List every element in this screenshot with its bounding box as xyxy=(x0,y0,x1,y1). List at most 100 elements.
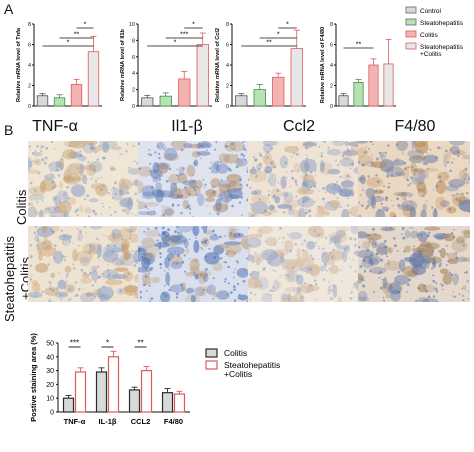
tissue-nucleus xyxy=(440,259,442,262)
tissue-nucleus xyxy=(188,193,191,196)
tissue-nucleus xyxy=(149,299,151,301)
tissue-blob xyxy=(383,260,402,271)
tissue-nucleus xyxy=(63,258,66,262)
tissue-blob xyxy=(409,230,420,239)
histology-image-colitis-il1b xyxy=(138,141,250,217)
tissue-blob xyxy=(174,188,191,200)
tissue-nucleus xyxy=(242,148,244,150)
tissue-blob xyxy=(43,235,48,241)
tissue-blob xyxy=(168,173,180,185)
tissue-nucleus xyxy=(358,201,361,204)
tissue-nucleus xyxy=(98,239,100,241)
tissue-blob xyxy=(119,227,132,241)
tissue-nucleus xyxy=(85,182,87,185)
tissue-nucleus xyxy=(453,236,456,238)
y-tick-label: 2 xyxy=(226,84,229,90)
tissue-blob xyxy=(442,273,453,285)
tissue-nucleus xyxy=(435,290,439,293)
tissue-nucleus xyxy=(285,265,288,269)
tissue-nucleus xyxy=(347,197,349,200)
tissue-nucleus xyxy=(225,252,228,255)
tissue-nucleus xyxy=(455,256,459,260)
tissue-nucleus xyxy=(238,201,242,204)
tissue-blob xyxy=(206,284,216,296)
tissue-nucleus xyxy=(291,169,294,173)
tissue-nucleus xyxy=(317,258,320,261)
tissue-nucleus xyxy=(210,171,213,173)
tissue-nucleus xyxy=(69,141,72,143)
tissue-nucleus xyxy=(193,228,196,230)
tissue-nucleus xyxy=(390,289,392,291)
tissue-blob xyxy=(42,226,47,234)
tissue-nucleus xyxy=(271,269,273,271)
tissue-nucleus xyxy=(128,166,131,169)
y-axis-label: Relative mRNA level of Tnfa xyxy=(16,27,22,102)
tissue-blob xyxy=(319,160,325,173)
tissue-nucleus xyxy=(47,244,50,247)
tissue-blob xyxy=(80,277,92,284)
tissue-nucleus xyxy=(462,294,465,297)
tissue-nucleus xyxy=(279,276,281,279)
tissue-nucleus xyxy=(309,268,312,271)
tissue-nucleus xyxy=(97,177,99,180)
tissue-nucleus xyxy=(417,188,421,192)
tissue-nucleus xyxy=(437,146,441,150)
tissue-blob xyxy=(262,210,273,217)
tissue-nucleus xyxy=(461,287,463,290)
tissue-nucleus xyxy=(457,276,459,279)
tissue-nucleus xyxy=(133,264,137,267)
tissue-nucleus xyxy=(29,181,33,185)
tissue-nucleus xyxy=(318,145,321,148)
tissue-nucleus xyxy=(409,227,411,229)
y-tick-label: 40 xyxy=(46,354,54,361)
tissue-nucleus xyxy=(224,193,226,195)
tissue-nucleus xyxy=(265,253,268,256)
tissue-nucleus xyxy=(441,284,444,287)
tissue-nucleus xyxy=(423,259,425,262)
tissue-nucleus xyxy=(36,144,39,148)
tissue-nucleus xyxy=(178,173,181,176)
tissue-blob xyxy=(274,196,280,204)
tissue-nucleus xyxy=(374,242,377,245)
tissue-nucleus xyxy=(396,197,400,201)
tissue-blob xyxy=(86,163,97,177)
tissue-nucleus xyxy=(34,190,37,193)
tissue-nucleus xyxy=(260,234,262,237)
tissue-blob xyxy=(151,189,165,198)
tissue-blob xyxy=(276,281,282,289)
tissue-blob xyxy=(307,226,325,238)
tissue-nucleus xyxy=(110,167,113,171)
tissue-nucleus xyxy=(54,148,56,150)
tissue-blob xyxy=(411,141,417,149)
tissue-nucleus xyxy=(61,255,64,258)
tissue-blob xyxy=(280,292,289,302)
tissue-nucleus xyxy=(386,174,390,178)
tissue-blob xyxy=(127,168,140,175)
tissue-blob xyxy=(435,180,447,194)
tissue-nucleus xyxy=(458,199,462,203)
tissue-nucleus xyxy=(289,185,292,188)
tissue-blob xyxy=(462,285,467,291)
tissue-nucleus xyxy=(146,227,150,230)
tissue-nucleus xyxy=(264,240,267,243)
tissue-nucleus xyxy=(379,286,383,290)
tissue-blob xyxy=(358,273,363,285)
tissue-nucleus xyxy=(304,211,308,215)
tissue-nucleus xyxy=(220,197,223,200)
tissue-blob xyxy=(63,169,72,183)
tissue-nucleus xyxy=(103,234,105,236)
significance-label: ** xyxy=(74,32,80,39)
tissue-nucleus xyxy=(328,286,331,289)
tissue-nucleus xyxy=(447,260,450,262)
tissue-nucleus xyxy=(410,176,414,180)
tissue-nucleus xyxy=(168,167,172,171)
tissue-nucleus xyxy=(264,253,266,255)
tissue-nucleus xyxy=(370,261,374,265)
tissue-nucleus xyxy=(367,233,371,237)
tissue-blob xyxy=(375,209,386,217)
tissue-nucleus xyxy=(320,152,323,155)
tissue-blob xyxy=(284,239,294,253)
tissue-nucleus xyxy=(66,280,69,282)
tissue-nucleus xyxy=(237,158,239,160)
